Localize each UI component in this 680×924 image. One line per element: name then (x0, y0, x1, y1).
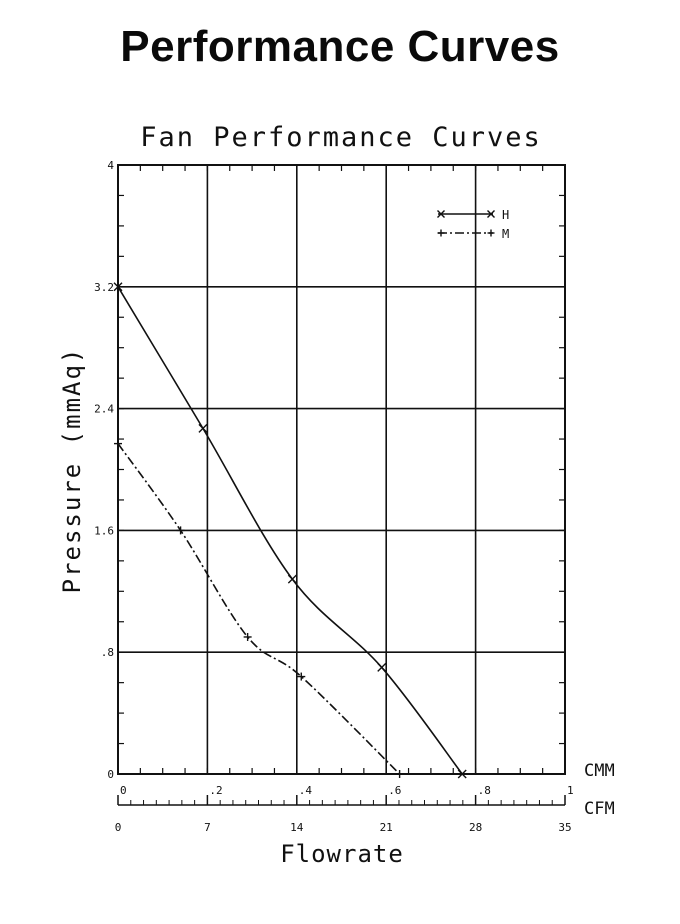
series-layer (113, 282, 467, 779)
series-line-m (117, 443, 401, 775)
data-point (457, 769, 467, 779)
x2-tick-label: 35 (558, 821, 571, 834)
y-tick-label: 2.4 (94, 403, 114, 416)
x-tick-label: 0 (120, 784, 127, 797)
legend-label: H (502, 208, 509, 222)
data-point-mark (198, 423, 208, 433)
data-point-mark (457, 769, 467, 779)
data-point (287, 574, 297, 584)
x-tick-label: .2 (209, 784, 222, 797)
series-h (113, 282, 467, 779)
x-tick-label: .8 (478, 784, 491, 797)
x2-axis-unit-label: CFM (584, 799, 615, 819)
data-point (243, 632, 252, 641)
x2-tick-label: 7 (204, 821, 211, 834)
legend-label: M (502, 227, 509, 241)
data-point-mark (437, 210, 445, 218)
grid-lines (118, 165, 565, 774)
y-tick-label: 4 (107, 159, 114, 172)
y-axis-label: Pressure (mmAq) (58, 347, 86, 594)
data-point (176, 526, 185, 535)
x-tick-label: 1 (567, 784, 574, 797)
plot-frame (117, 164, 566, 775)
x-tick-label: .6 (388, 784, 401, 797)
x2-tick-label: 14 (290, 821, 304, 834)
x2-tick-label: 28 (469, 821, 482, 834)
series-line-h (117, 286, 463, 775)
page-title: Performance Curves (120, 22, 560, 71)
legend-item-h: H (437, 208, 509, 222)
data-point (377, 662, 387, 672)
y-tick-label: 3.2 (94, 281, 114, 294)
data-point (113, 282, 123, 292)
axes: 0 .8 1.6 2.4 3.2 4 0 .2 .4 .6 .8 1 0 7 14 21 28 35 (94, 159, 574, 834)
data-point (114, 439, 122, 448)
data-point-mark (377, 662, 387, 672)
x2-tick-label: 21 (380, 821, 393, 834)
y-tick-label: 0 (107, 768, 114, 781)
data-point (395, 770, 404, 778)
legend: HM (437, 208, 509, 241)
legend-item-m: M (437, 227, 509, 241)
data-point (297, 672, 306, 681)
x2-tick-label: 0 (115, 821, 122, 834)
y-tick-label: .8 (101, 646, 114, 659)
x-tick-label: .4 (299, 784, 313, 797)
y-tick-label: 1.6 (94, 524, 114, 537)
data-point-mark (113, 282, 123, 292)
x-axis-unit-label: CMM (584, 761, 615, 781)
series-m (114, 439, 404, 778)
data-point-mark (287, 574, 297, 584)
chart-title: Fan Performance Curves (140, 122, 542, 153)
x-axis-label: Flowrate (280, 840, 404, 868)
data-point (198, 423, 208, 433)
data-point-mark (487, 210, 495, 218)
